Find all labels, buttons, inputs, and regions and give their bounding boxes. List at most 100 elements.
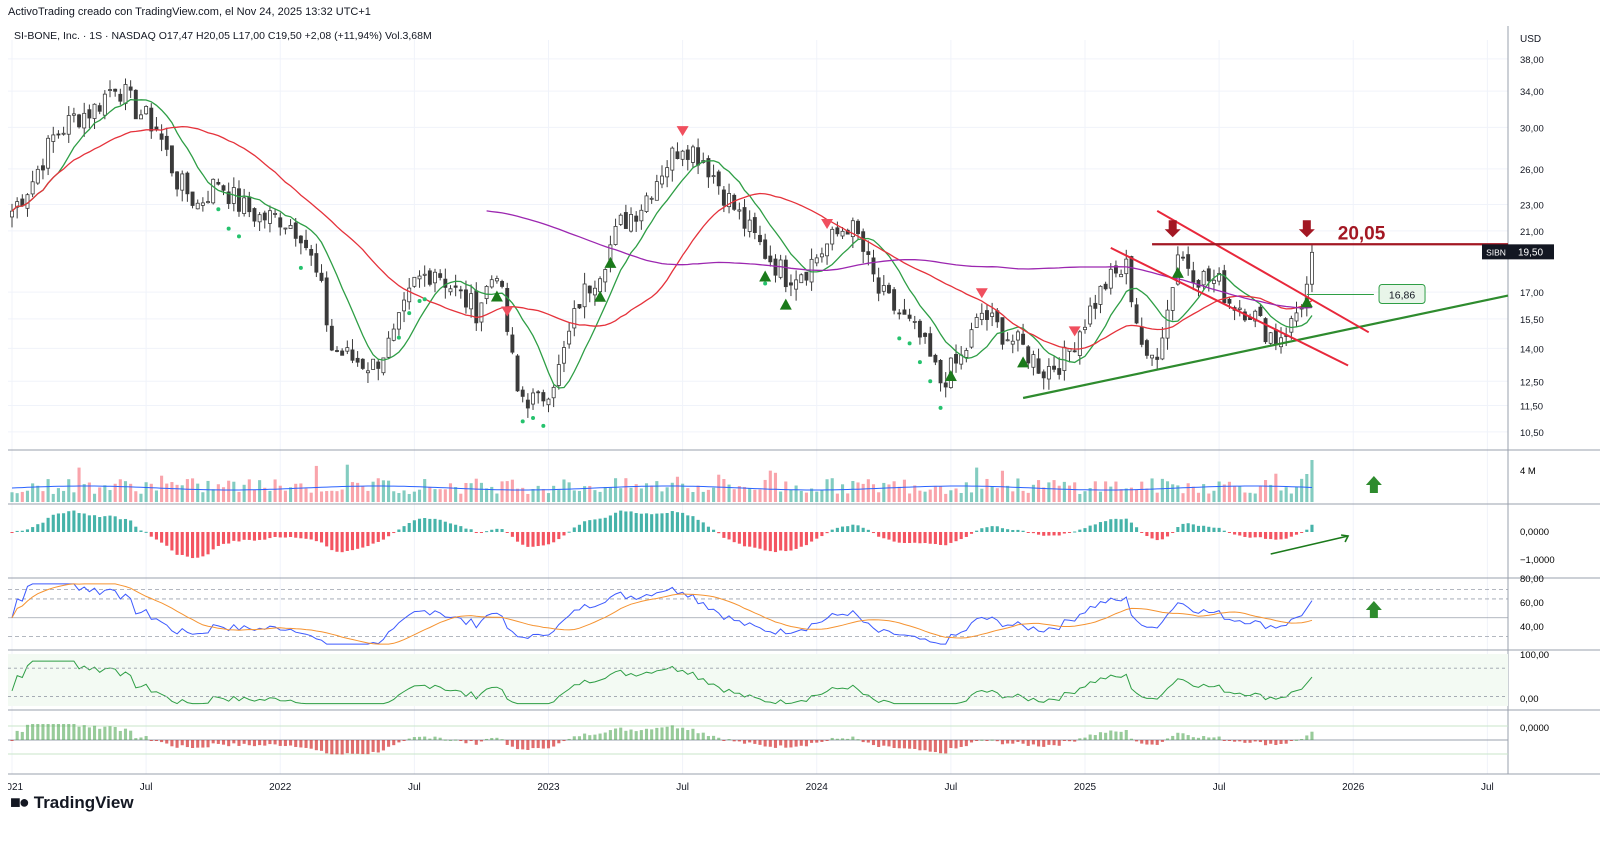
macd-bar	[717, 532, 721, 534]
macd-bar	[990, 526, 994, 532]
candle	[262, 212, 267, 221]
candle	[850, 220, 855, 238]
price-pane[interactable]: 20,05 16,86	[10, 78, 1509, 428]
macd-bar	[742, 532, 747, 547]
volume-bar	[82, 484, 86, 502]
candle	[41, 165, 45, 171]
signal-bar	[856, 739, 860, 741]
volume-bar	[722, 479, 726, 502]
volume-bar	[283, 490, 287, 502]
candle	[923, 332, 928, 337]
volume-bar	[77, 467, 81, 502]
macd-bar	[1052, 532, 1056, 536]
macd-bar	[835, 527, 839, 532]
stoch-bg	[8, 654, 1508, 706]
rsi-pane[interactable]	[8, 476, 1508, 690]
macd-bar	[330, 532, 334, 551]
signal-bar	[959, 740, 963, 747]
candle	[283, 227, 288, 230]
signal-pane[interactable]	[8, 724, 1508, 755]
signal-bar	[1202, 736, 1206, 740]
price-chart[interactable]: 20,05 16,86 38,00 34,00 30,00 26,00 23,00 21,0…	[1, 26, 1600, 806]
macd-bar	[784, 532, 788, 552]
volume-bar	[634, 484, 638, 502]
volume-bar	[335, 491, 339, 502]
macd-bar	[624, 511, 628, 532]
signal-bar	[1238, 740, 1242, 742]
volume-bar	[185, 479, 189, 502]
tradingview-logo[interactable]: ■● TradingView	[10, 792, 134, 813]
macd-bar	[1047, 532, 1051, 536]
macd-bar	[227, 532, 231, 544]
volume-pane[interactable]	[10, 460, 1314, 502]
time-axis[interactable]: 2021 Jul 2022 Jul 2023 Jul 2024 Jul 2025 Jul 2026 J…	[1, 782, 1494, 793]
macd-bar	[72, 510, 76, 532]
candle	[592, 287, 597, 296]
candle	[1072, 350, 1077, 353]
signal-bar	[572, 736, 576, 740]
signal-bar	[779, 740, 783, 746]
signal-bar	[660, 727, 664, 740]
price-axis[interactable]: 38,00 34,00 30,00 26,00 23,00 21,00 17,00 15,50…	[1482, 55, 1555, 734]
candle	[773, 258, 778, 276]
macd-bar	[1305, 529, 1309, 532]
macd-bar	[753, 532, 757, 548]
candle	[758, 234, 762, 243]
signal-bar	[376, 740, 380, 753]
candle	[273, 213, 278, 215]
candle	[1258, 306, 1263, 316]
candle	[680, 150, 685, 160]
signal-bar	[242, 740, 246, 744]
macd-bar	[619, 510, 623, 532]
signal-bar	[804, 740, 808, 747]
macd-bar	[1135, 527, 1139, 532]
macd-bar	[634, 513, 638, 532]
candle	[97, 105, 102, 112]
volume-bar	[552, 485, 556, 502]
candle	[1108, 268, 1113, 289]
candle	[598, 278, 603, 293]
volume-bar	[191, 478, 195, 502]
macd-bar	[969, 532, 974, 534]
momentum-arrow-icon	[1270, 535, 1349, 555]
signal-buy-icon	[594, 290, 607, 302]
candle	[216, 181, 221, 185]
signal-bar	[1227, 740, 1231, 741]
candle	[195, 202, 200, 210]
candle	[747, 219, 752, 232]
macd-pane[interactable]	[10, 510, 1350, 559]
macd-bar	[263, 532, 267, 540]
macd-bar	[1067, 532, 1072, 533]
price-tick-label: 30,00	[1520, 123, 1544, 134]
macd-bar	[1145, 532, 1149, 537]
volume-bar	[1207, 493, 1211, 502]
macd-bar	[939, 532, 943, 545]
signal-bar	[92, 725, 97, 740]
signal-axis-label: 0,0000	[1520, 723, 1549, 734]
candle	[721, 189, 726, 206]
volume-bar	[469, 483, 473, 502]
candle	[613, 226, 618, 245]
macd-bar	[913, 532, 917, 543]
macd-bar	[216, 532, 220, 546]
candle	[489, 279, 494, 288]
signal-bar	[1269, 740, 1273, 744]
candle	[15, 201, 20, 208]
signal-bar	[1233, 740, 1237, 742]
candle	[128, 86, 133, 91]
signal-bar	[1031, 740, 1035, 745]
volume-bar	[170, 482, 174, 502]
candle	[835, 227, 840, 235]
macd-bar	[92, 515, 97, 532]
candle	[1150, 354, 1155, 359]
volume-bar	[629, 487, 633, 502]
volume-bar	[1227, 481, 1231, 502]
price-tick-label: 34,00	[1520, 87, 1544, 98]
candle	[825, 243, 830, 257]
candle	[1083, 326, 1087, 331]
chart-area[interactable]: 20,05 16,86 38,00 34,00 30,00 26,00 23,00 21,0…	[1, 26, 1600, 806]
macd-bar	[1124, 518, 1128, 532]
stoch-pane[interactable]	[8, 654, 1508, 706]
macd-bar	[283, 532, 287, 538]
candle	[66, 115, 71, 135]
